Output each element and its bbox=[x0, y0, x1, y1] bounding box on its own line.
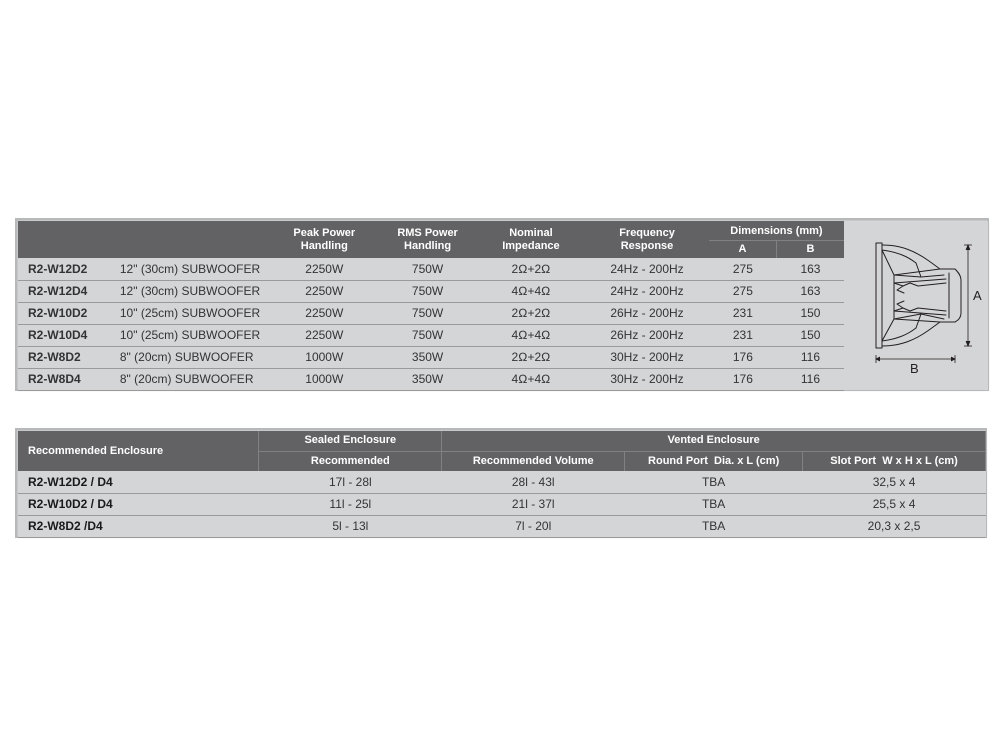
svg-text:A: A bbox=[973, 288, 982, 303]
svg-text:B: B bbox=[910, 361, 919, 376]
